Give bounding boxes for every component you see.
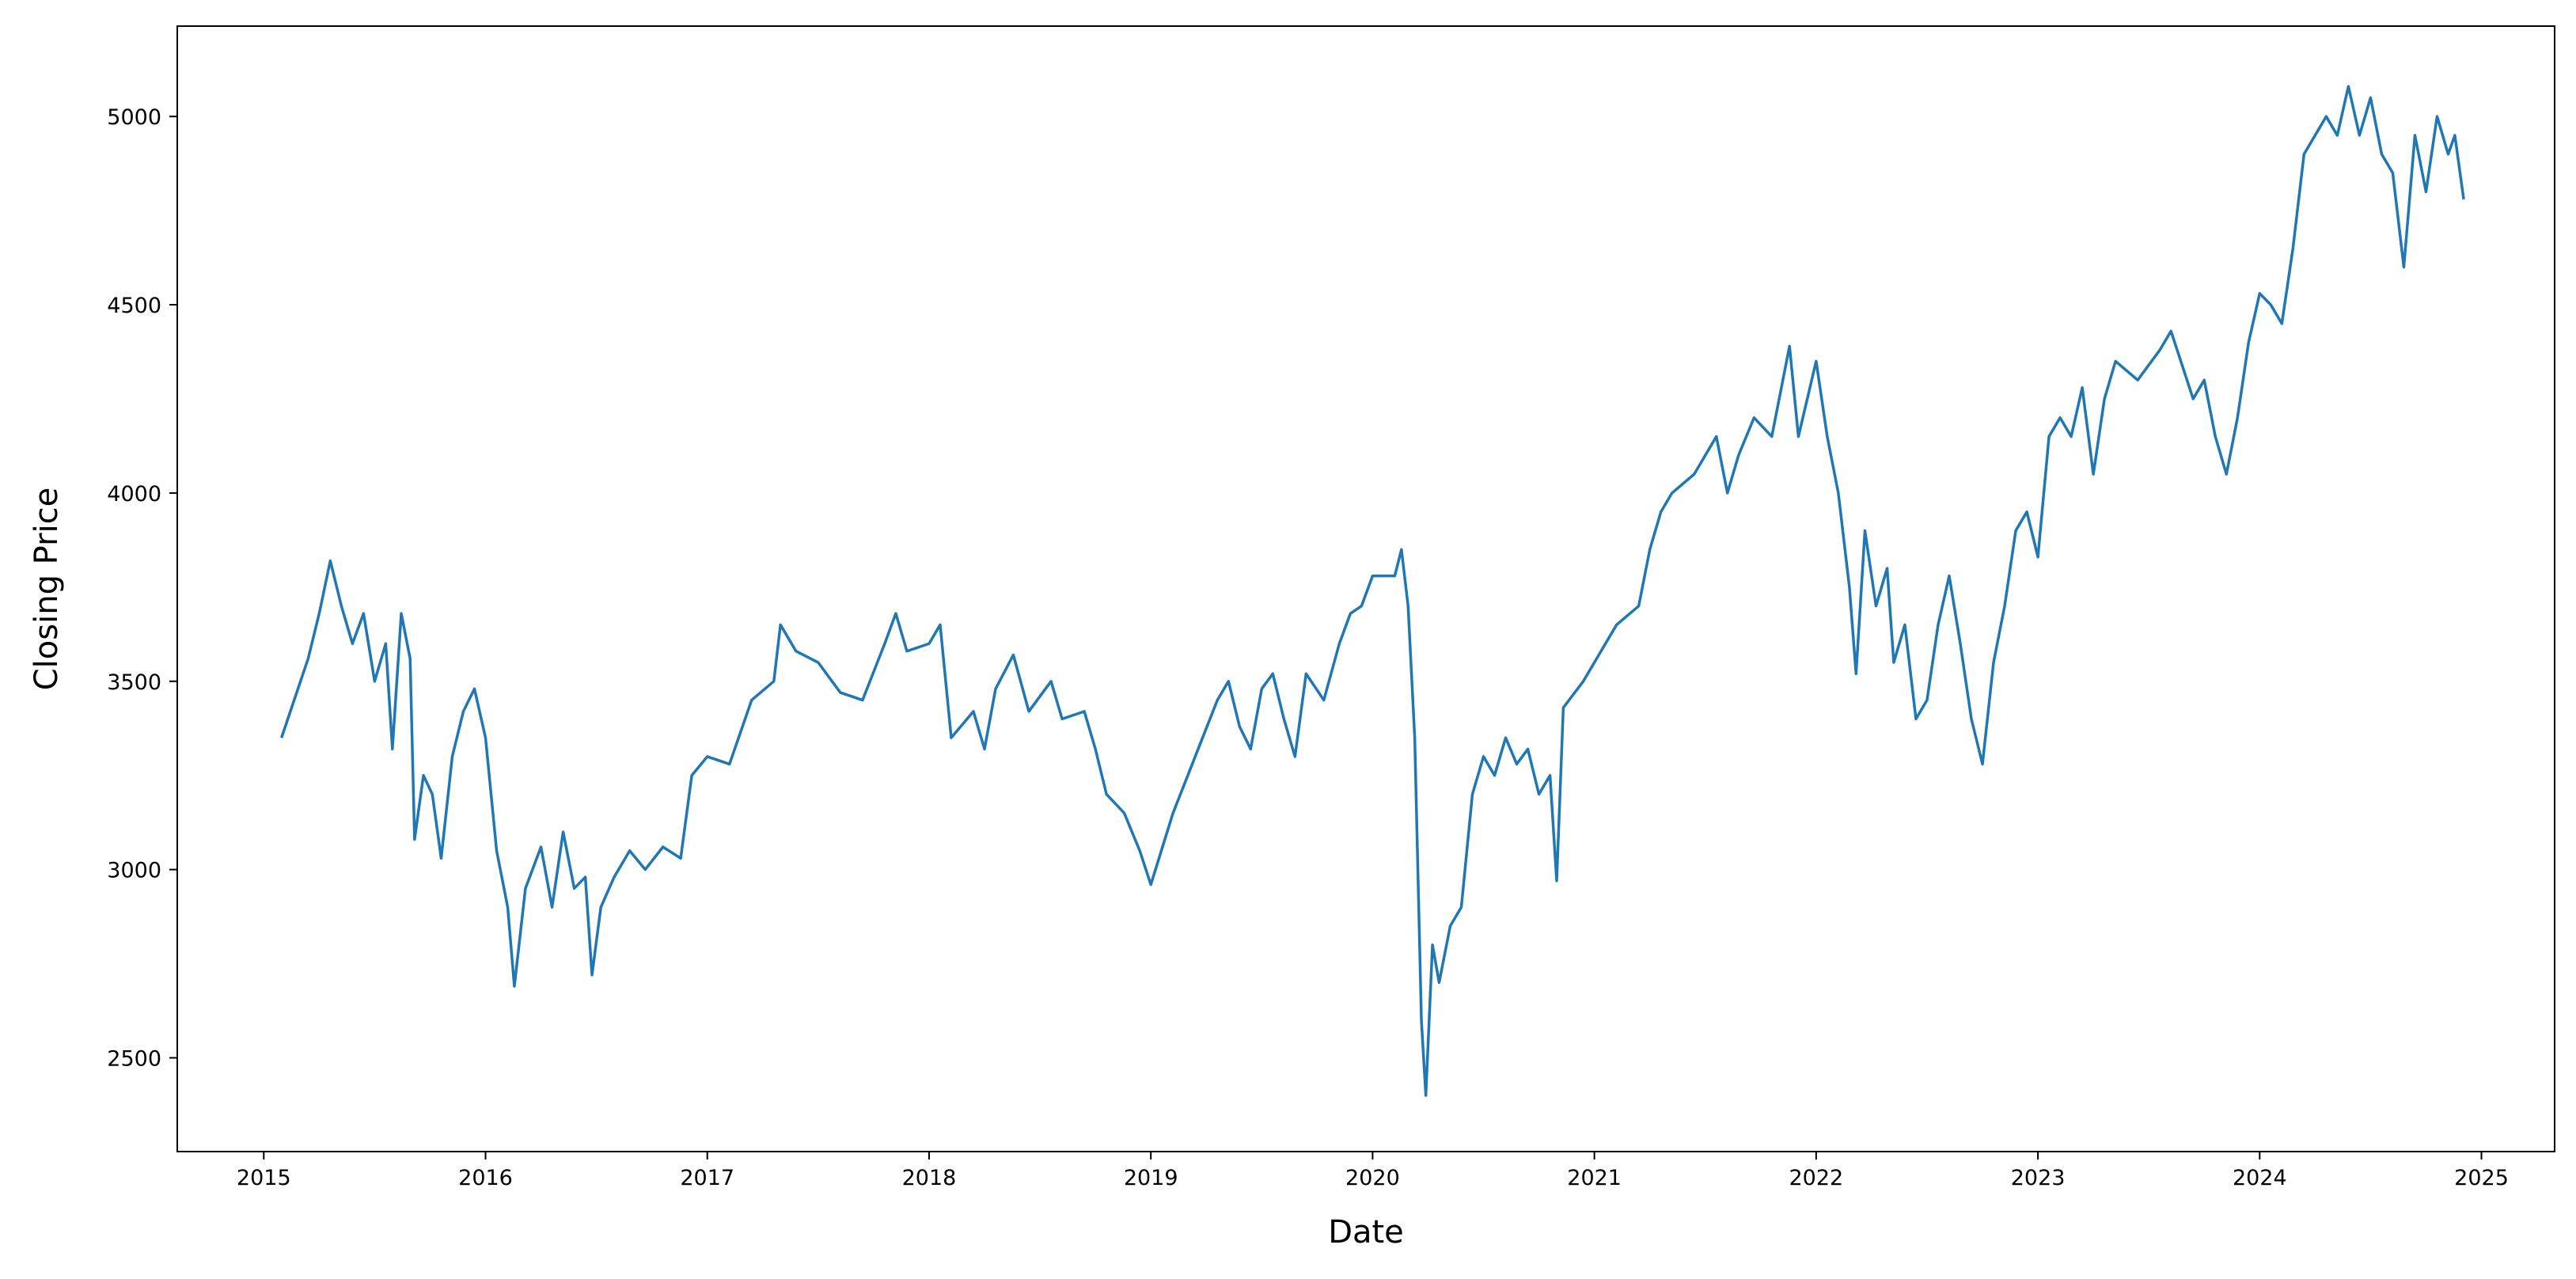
y-tick-label: 3000 — [107, 859, 161, 883]
x-tick-label: 2021 — [1567, 1166, 1622, 1190]
x-tick-label: 2019 — [1124, 1166, 1178, 1190]
y-tick-label: 3500 — [107, 670, 161, 695]
x-tick-label: 2017 — [680, 1166, 734, 1190]
x-tick-label: 2025 — [2454, 1166, 2509, 1190]
y-tick-label: 5000 — [107, 105, 161, 130]
x-tick-label: 2023 — [2011, 1166, 2066, 1190]
y-tick-label: 4500 — [107, 294, 161, 318]
x-tick-label: 2022 — [1789, 1166, 1843, 1190]
x-tick-label: 2015 — [237, 1166, 291, 1190]
y-axis-label: Closing Price — [28, 488, 65, 691]
plot-frame — [176, 25, 2555, 1152]
x-tick-label: 2018 — [902, 1166, 957, 1190]
x-tick-label: 2016 — [458, 1166, 513, 1190]
x-axis-label: Date — [1328, 1214, 1404, 1251]
x-tick-label: 2020 — [1345, 1166, 1400, 1190]
y-tick-label: 4000 — [107, 482, 161, 507]
y-tick-label: 2500 — [107, 1047, 161, 1072]
x-tick-label: 2024 — [2233, 1166, 2287, 1190]
price-line — [280, 85, 2465, 1097]
